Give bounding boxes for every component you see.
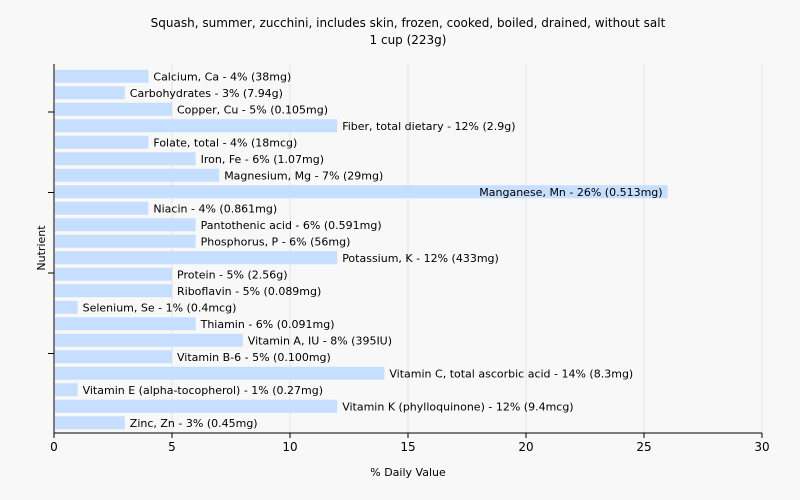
x-tick-label: 10: [282, 440, 297, 454]
bar-label: Copper, Cu - 5% (0.105mg): [177, 103, 328, 116]
bar-label: Selenium, Se - 1% (0.4mcg): [83, 301, 237, 314]
x-tick-label: 15: [400, 440, 415, 454]
axes-group: 0 5 10 15 20 25 30: [48, 64, 770, 454]
x-tick-label: 25: [636, 440, 651, 454]
bar-label: Pantothenic acid - 6% (0.591mg): [201, 219, 382, 232]
bar-label: Folate, total - 4% (18mcg): [153, 136, 297, 149]
bar: [55, 416, 125, 430]
bar-label: Fiber, total dietary - 12% (2.9g): [342, 120, 515, 133]
chart-subtitle: 1 cup (223g): [370, 33, 447, 47]
bar-label: Vitamin K (phylloquinone) - 12% (9.4mcg): [342, 400, 573, 413]
x-tick-label: 5: [168, 440, 176, 454]
x-tick-label: 20: [518, 440, 533, 454]
bar: [55, 152, 196, 166]
bar: [55, 69, 149, 83]
bar-label: Phosphorus, P - 6% (56mg): [201, 235, 351, 248]
bar-label: Iron, Fe - 6% (1.07mg): [201, 153, 324, 166]
x-tick-label: 0: [50, 440, 58, 454]
bar-label: Vitamin A, IU - 8% (395IU): [248, 334, 392, 347]
bar: [55, 185, 668, 199]
bar: [55, 350, 172, 364]
bar: [55, 201, 149, 215]
bar: [55, 267, 172, 281]
bar: [55, 218, 196, 232]
bar: [55, 119, 338, 133]
bar: [55, 168, 220, 182]
bar: [55, 383, 78, 397]
bar: [55, 102, 172, 116]
x-axis-title: % Daily Value: [370, 466, 446, 479]
bar-label: Zinc, Zn - 3% (0.45mg): [130, 417, 258, 430]
bar-label: Vitamin E (alpha-tocopherol) - 1% (0.27m…: [83, 384, 323, 397]
bar: [55, 251, 338, 265]
bar-label: Vitamin C, total ascorbic acid - 14% (8.…: [389, 367, 633, 380]
bar: [55, 399, 338, 413]
bar-label: Thiamin - 6% (0.091mg): [200, 318, 335, 331]
bar-label: Potassium, K - 12% (433mg): [342, 252, 499, 265]
bar: [55, 300, 78, 314]
bar-label: Magnesium, Mg - 7% (29mg): [224, 169, 383, 182]
bar-label: Protein - 5% (2.56g): [177, 268, 288, 281]
bar: [55, 234, 196, 248]
bars-group: Calcium, Ca - 4% (38mg) Carbohydrates - 3…: [55, 69, 668, 430]
bar: [55, 366, 385, 380]
chart-title: Squash, summer, zucchini, includes skin,…: [151, 16, 666, 30]
y-axis-title: Nutrient: [35, 225, 48, 271]
bar-label: Vitamin B-6 - 5% (0.100mg): [177, 351, 331, 364]
bar: [55, 135, 149, 149]
bar-label: Riboflavin - 5% (0.089mg): [177, 285, 321, 298]
bar-label: Manganese, Mn - 26% (0.513mg): [479, 186, 662, 199]
bar: [55, 317, 196, 331]
bar: [55, 284, 172, 298]
bar-label: Calcium, Ca - 4% (38mg): [153, 70, 291, 83]
x-tick-label: 30: [754, 440, 769, 454]
bar-label: Carbohydrates - 3% (7.94g): [130, 87, 283, 100]
bar-label: Niacin - 4% (0.861mg): [153, 202, 277, 215]
bar: [55, 333, 243, 347]
bar: [55, 86, 125, 100]
